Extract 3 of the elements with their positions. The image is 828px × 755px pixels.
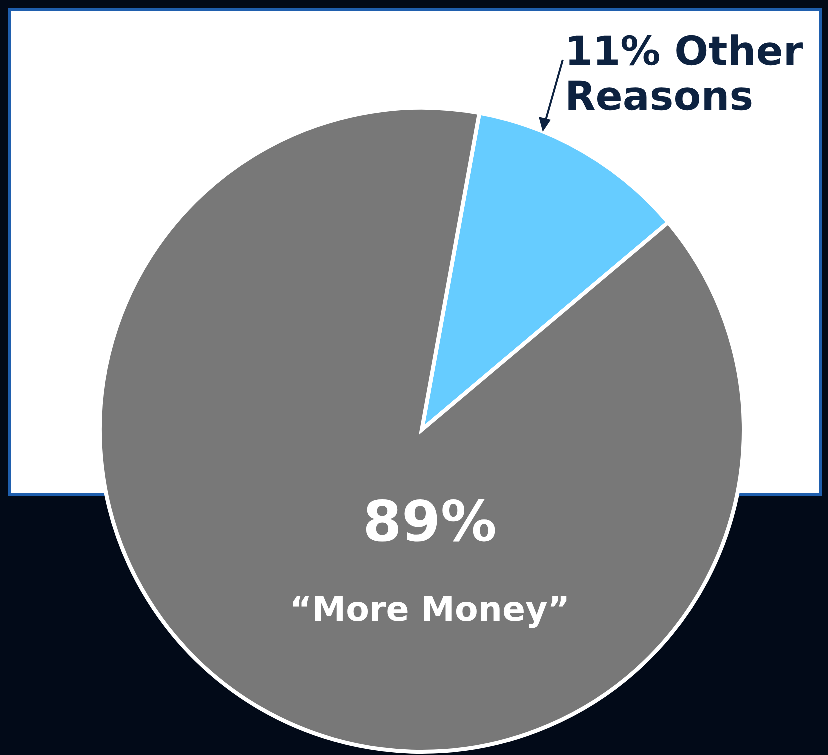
- slice-label: 11% Other Reasons: [565, 29, 804, 120]
- slice-label: “More Money”: [288, 590, 572, 630]
- data-label: 89%: [362, 490, 498, 555]
